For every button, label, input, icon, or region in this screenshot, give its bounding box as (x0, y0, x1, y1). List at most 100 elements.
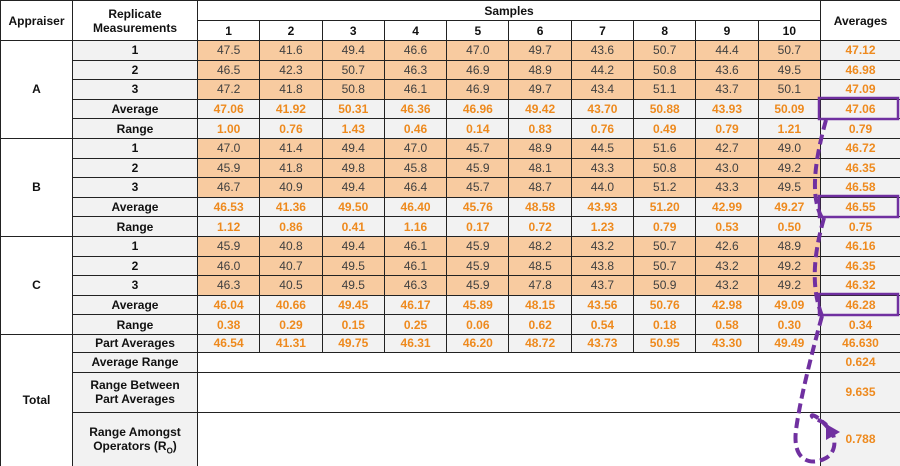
table-row: 1 2 3 4 5 6 7 8 9 10 (1, 20, 900, 41)
table-row: Average Range 0.624 (1, 351, 900, 373)
value-cell: 45.9 (446, 255, 510, 277)
value-cell: 43.56 (570, 294, 635, 316)
value-cell: 49.7 (508, 40, 572, 61)
value-cell: 48.58 (508, 196, 572, 218)
blank-cell (196, 411, 822, 466)
total-label: Total (0, 333, 73, 466)
sample-number: 2 (259, 20, 323, 41)
value-cell: 50.31 (321, 98, 385, 120)
row-label: Range Between Part Averages (72, 371, 198, 413)
row-label: Range (72, 216, 198, 237)
appraiser-name: B (0, 137, 73, 237)
value-cell: 48.2 (508, 235, 572, 257)
table-row: Range Amongst Operators (RO) 0.788 (1, 411, 900, 466)
table-row: 2 46.0 40.7 49.5 46.1 45.9 48.5 43.8 50.7 43.2 49.… (1, 255, 900, 277)
value-cell: 41.8 (259, 79, 323, 100)
value-cell: 46.17 (383, 294, 448, 316)
value-cell: 40.7 (259, 255, 323, 277)
value-cell: 41.4 (259, 137, 323, 159)
value-cell: 46.9 (446, 59, 510, 81)
value-cell: 44.4 (695, 40, 759, 61)
value-cell: 0.06 (446, 314, 510, 335)
value-cell: 48.1 (508, 157, 572, 179)
value-cell: 46.36 (383, 98, 448, 120)
value-cell: 42.3 (259, 59, 323, 81)
value-cell: 50.9 (633, 275, 697, 296)
header-cell: Averages (820, 0, 900, 41)
average-cell: 46.630 (820, 333, 900, 353)
table-row: Average 46.53 41.36 49.50 46.40 45.76 48.58 43.… (1, 196, 900, 218)
value-cell: 49.4 (321, 177, 385, 198)
value-cell: 50.7 (633, 40, 697, 61)
value-cell: 41.92 (259, 98, 323, 120)
value-cell: 40.66 (259, 294, 323, 316)
value-cell: 47.0 (196, 137, 261, 159)
value-cell: 43.70 (570, 98, 635, 120)
value-cell: 45.9 (446, 235, 510, 257)
value-cell: 51.2 (633, 177, 697, 198)
value-cell: 44.0 (570, 177, 635, 198)
row-label: 2 (72, 59, 198, 81)
value-cell: 0.15 (321, 314, 385, 335)
label-subscript: O (166, 446, 173, 456)
value-cell: 51.20 (633, 196, 697, 218)
table-row: Total Part Averages 46.54 41.31 49.75 46.31 46… (0, 333, 900, 466)
value-cell: 49.75 (321, 333, 385, 353)
value-cell: 40.8 (259, 235, 323, 257)
value-cell: 0.17 (446, 216, 510, 237)
value-cell: 1.23 (570, 216, 635, 237)
value-cell: 45.7 (446, 137, 510, 159)
value-cell: 1.12 (196, 216, 261, 237)
value-cell: 49.0 (757, 137, 822, 159)
average-cell: 0.624 (820, 351, 900, 373)
value-cell: 40.5 (259, 275, 323, 296)
value-cell: 45.76 (446, 196, 510, 218)
row-label: Range (72, 118, 198, 139)
value-cell: 46.1 (383, 255, 448, 277)
value-cell: 44.2 (570, 59, 635, 81)
value-cell: 41.8 (259, 157, 323, 179)
value-cell: 50.7 (633, 235, 697, 257)
value-cell: 46.1 (383, 79, 448, 100)
average-cell: 46.55 (820, 196, 900, 218)
value-cell: 43.2 (695, 275, 759, 296)
table-row: Range 0.38 0.29 0.15 0.25 0.06 0.62 0.54 0.18 0.5… (1, 314, 900, 335)
value-cell: 48.5 (508, 255, 572, 277)
value-cell: 50.8 (633, 59, 697, 81)
row-label: 1 (72, 137, 198, 159)
value-cell: 46.53 (196, 196, 261, 218)
value-cell: 1.00 (196, 118, 261, 139)
sample-number: 6 (508, 20, 572, 41)
value-cell: 0.76 (570, 118, 635, 139)
average-cell: 46.28 (820, 294, 900, 316)
value-cell: 51.1 (633, 79, 697, 100)
value-cell: 45.9 (446, 157, 510, 179)
value-cell: 1.43 (321, 118, 385, 139)
value-cell: 49.45 (321, 294, 385, 316)
value-cell: 45.9 (196, 157, 261, 179)
average-cell: 9.635 (820, 371, 900, 413)
table-row: 2 46.5 42.3 50.7 46.3 46.9 48.9 44.2 50.8 43.6 49.… (1, 59, 900, 81)
sample-number: 5 (446, 20, 510, 41)
table-row: Average 47.06 41.92 50.31 46.36 46.96 49.42 43.… (1, 98, 900, 120)
value-cell: 49.2 (757, 157, 822, 179)
value-cell: 49.27 (757, 196, 822, 218)
row-label: Average (72, 98, 198, 120)
value-cell: 0.46 (383, 118, 448, 139)
value-cell: 46.5 (196, 59, 261, 81)
value-cell: 0.25 (383, 314, 448, 335)
sample-number: 10 (757, 20, 822, 41)
average-cell: 47.09 (820, 79, 900, 100)
value-cell: 47.5 (196, 40, 261, 61)
row-label: 3 (72, 275, 198, 296)
value-cell: 0.86 (259, 216, 323, 237)
value-cell: 42.99 (695, 196, 759, 218)
value-cell: 43.4 (570, 79, 635, 100)
value-cell: 49.5 (757, 177, 822, 198)
value-cell: 45.7 (446, 177, 510, 198)
value-cell: 46.96 (446, 98, 510, 120)
value-cell: 46.04 (196, 294, 261, 316)
value-cell: 42.98 (695, 294, 759, 316)
value-cell: 43.7 (570, 275, 635, 296)
blank-cell (196, 371, 822, 413)
